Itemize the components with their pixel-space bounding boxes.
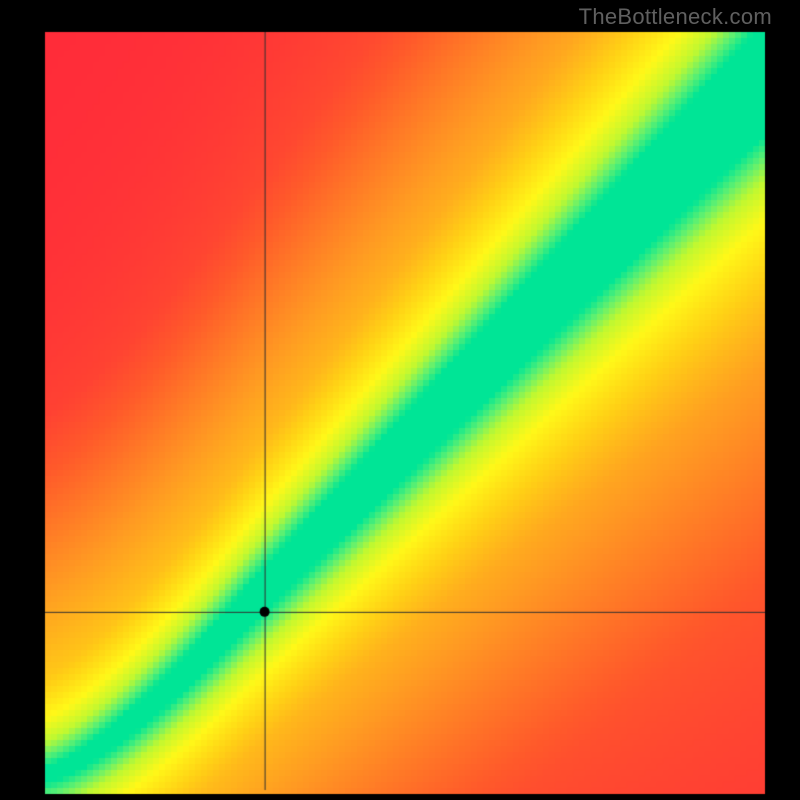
- watermark-text: TheBottleneck.com: [579, 4, 772, 30]
- chart-container: TheBottleneck.com: [0, 0, 800, 800]
- bottleneck-heatmap: [0, 0, 800, 800]
